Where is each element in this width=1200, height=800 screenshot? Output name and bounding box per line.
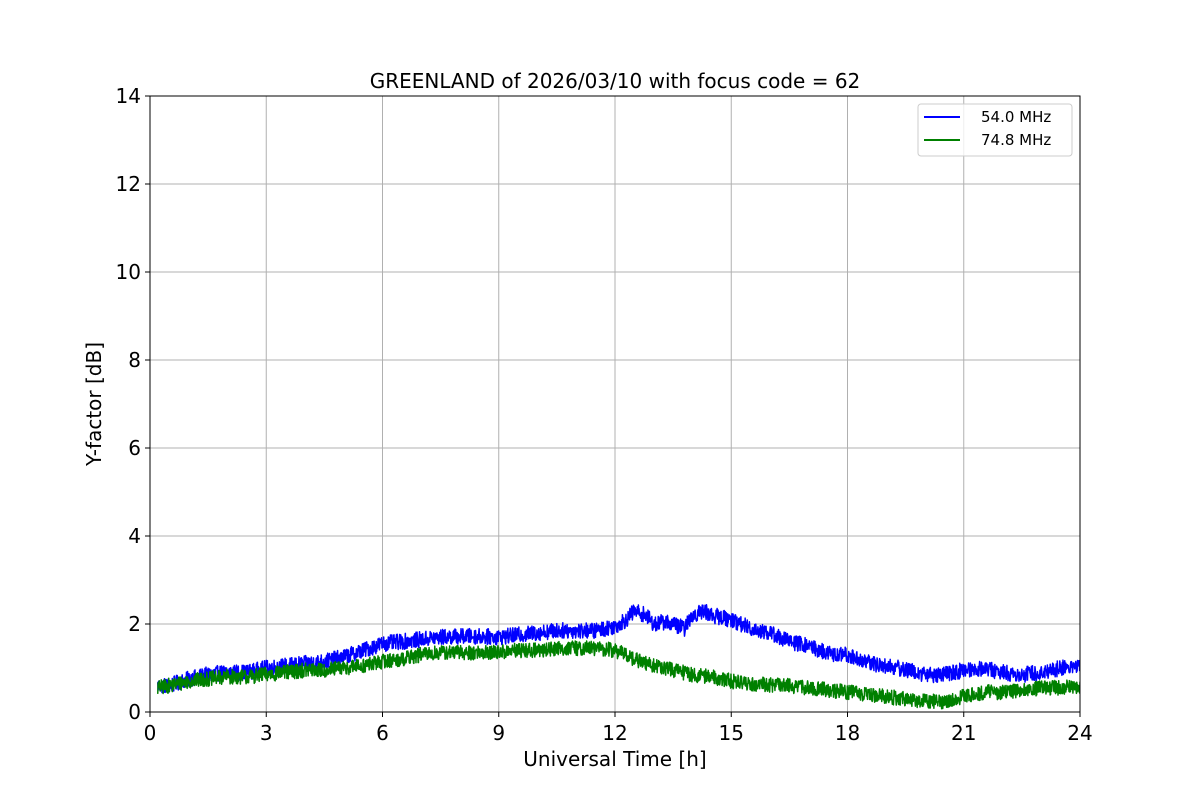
y-tick-label: 12 [116,172,141,196]
y-tick-label: 14 [116,84,141,108]
y-tick-label: 2 [128,612,141,636]
series-line-54-0-mhz [157,604,1080,694]
chart-title: GREENLAND of 2026/03/10 with focus code … [370,69,861,93]
x-tick-label: 12 [602,721,627,745]
x-tick-label: 15 [719,721,744,745]
plot-area [157,604,1080,710]
y-tick-label: 10 [116,260,141,284]
y-axis-label: Y-factor [dB] [82,342,106,467]
x-tick-label: 0 [144,721,157,745]
x-tick-label: 3 [260,721,273,745]
x-tick-label: 24 [1067,721,1092,745]
series-line-74-8-mhz [157,640,1080,710]
y-tick-label: 4 [128,524,141,548]
grid [149,95,1081,713]
x-axis-label: Universal Time [h] [523,747,706,771]
y-tick-label: 6 [128,436,141,460]
x-tick-label: 21 [951,721,976,745]
legend-label-54mhz: 54.0 MHz [981,108,1051,126]
x-tick-label: 9 [492,721,505,745]
x-tick-label: 6 [376,721,389,745]
x-tick-label: 18 [835,721,860,745]
legend: 54.0 MHz 74.8 MHz [917,103,1073,157]
y-tick-label: 0 [128,700,141,724]
y-tick-label: 8 [128,348,141,372]
legend-label-74mhz: 74.8 MHz [981,131,1051,149]
